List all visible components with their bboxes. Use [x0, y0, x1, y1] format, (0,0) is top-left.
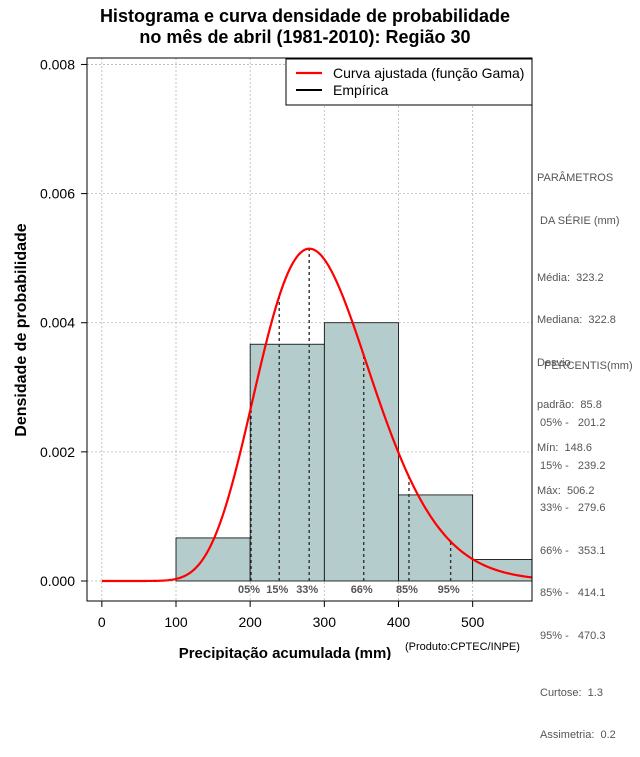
- y-tick-label: 0.000: [40, 573, 75, 589]
- params-heading-1: PARÂMETROS: [537, 172, 614, 185]
- percentile-label: 05%: [238, 584, 260, 596]
- kurtosis: Curtose: 1.3: [540, 686, 603, 699]
- y-tick-label: 0.006: [40, 186, 75, 202]
- percentile-33: 33% - 279.6: [540, 502, 606, 515]
- percentile-66: 66% - 353.1: [540, 544, 606, 557]
- skewness: Assimetria: 0.2: [540, 729, 616, 742]
- percentile-85: 85% - 414.1: [540, 587, 606, 600]
- legend: Curva ajustada (função Gama)Empírica: [285, 58, 533, 106]
- x-axis-label: Precipitação acumulada (mm): [179, 645, 392, 660]
- percentile-label: 33%: [296, 584, 318, 596]
- param-stddev-label: Desvio: [537, 356, 571, 369]
- param-max: Máx: 506.2: [537, 484, 595, 497]
- histogram-bar: [249, 343, 325, 582]
- series-parameters-panel: PARÂMETROS DA SÉRIE (mm) Média: 323.2 Me…: [537, 143, 620, 512]
- histogram-bar: [398, 494, 474, 582]
- param-mean: Média: 323.2: [537, 271, 604, 284]
- histogram-bar: [472, 559, 532, 582]
- histogram-chart: 05% 15% 33% 66% 85% 95% 0 100 200 300 400 500 0.000…: [13, 56, 533, 660]
- x-tick-label: 400: [387, 614, 411, 630]
- legend-box: [285, 58, 533, 106]
- percentiles-panel: PERCENTIS(mm) 05% - 201.2 15% - 239.2 33…: [540, 331, 633, 757]
- x-tick-label: 200: [238, 614, 262, 630]
- params-heading-2: DA SÉRIE (mm): [537, 215, 620, 228]
- legend-empirical-label: Empírica: [333, 82, 388, 98]
- param-min: Mín: 148.6: [537, 442, 593, 455]
- percentile-95: 95% - 470.3: [540, 630, 606, 643]
- legend-curve-label: Curva ajustada (função Gama): [333, 65, 524, 81]
- percentile-05: 05% - 201.2: [540, 417, 606, 430]
- x-tick-label: 500: [461, 614, 485, 630]
- percentile-label: 85%: [396, 584, 418, 596]
- param-median: Mediana: 322.8: [537, 314, 616, 327]
- x-tick-label: 0: [98, 614, 106, 630]
- param-stddev: padrão: 85.8: [537, 399, 602, 412]
- gamma-curve: [101, 247, 532, 583]
- product-credit: (Produto:CPTEC/INPE): [405, 641, 520, 653]
- title-line-1: Histograma e curva densidade de probabil…: [99, 6, 511, 26]
- y-tick-label: 0.002: [40, 444, 75, 460]
- percentile-label: 15%: [266, 584, 288, 596]
- x-tick-label: 100: [164, 614, 188, 630]
- histogram-bar: [175, 537, 251, 582]
- plot-frame: [86, 57, 533, 602]
- percentile-15: 15% - 239.2: [540, 459, 606, 472]
- y-tick-label: 0.004: [40, 315, 75, 331]
- y-axis-label: Densidade de probabilidade: [13, 223, 30, 436]
- histogram-bar: [323, 322, 399, 582]
- y-tick-label: 0.008: [40, 56, 75, 72]
- chart-title: Histograma e curva densidade de probabil…: [0, 6, 610, 48]
- x-tick-label: 300: [313, 614, 337, 630]
- percentile-label: 95%: [438, 584, 460, 596]
- title-line-2: no mês de abril (1981-2010): Região 30: [139, 27, 471, 47]
- percentiles-heading: PERCENTIS(mm): [544, 360, 633, 373]
- percentile-label: 66%: [351, 584, 373, 596]
